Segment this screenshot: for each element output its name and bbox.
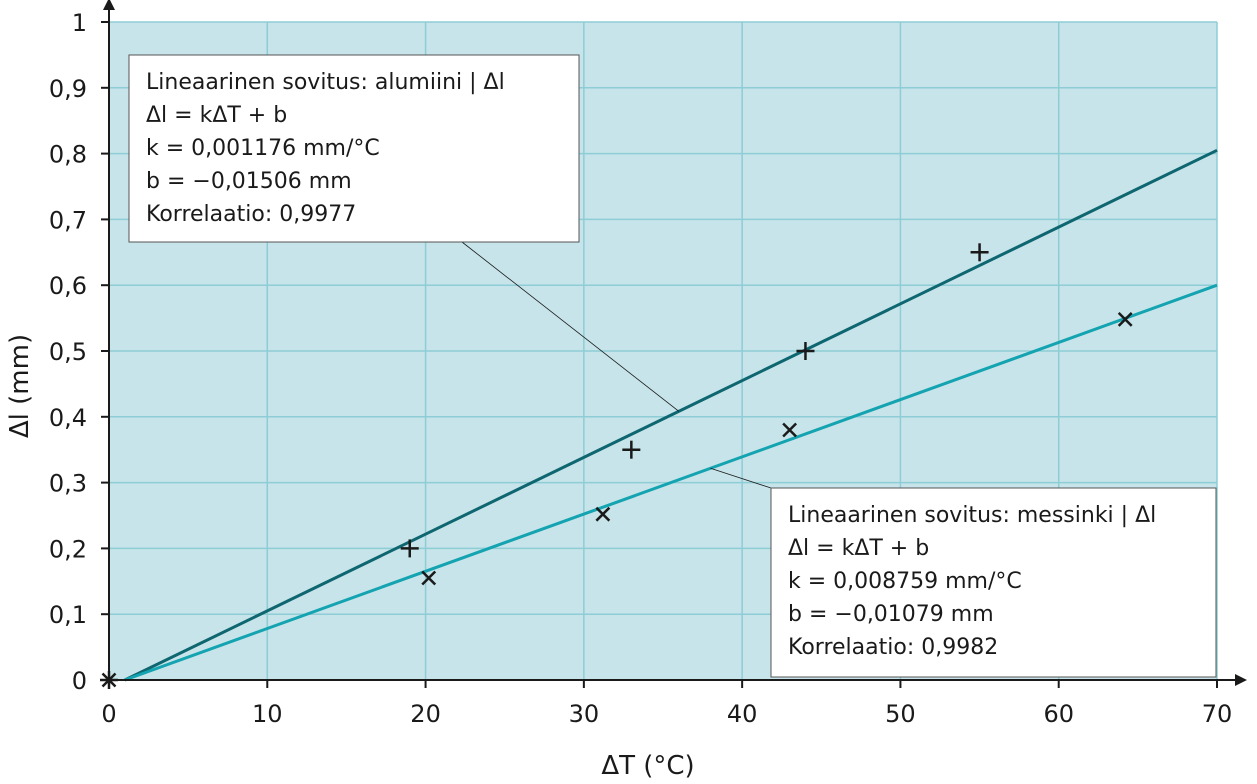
y-tick-label: 0,7 [49, 206, 87, 234]
data-point [595, 506, 611, 522]
x-tick-label: 50 [885, 700, 916, 728]
y-tick-label: 0 [72, 667, 87, 695]
annotation-line: Δl = kΔT + b [788, 536, 929, 561]
data-point [622, 440, 641, 459]
y-tick-label: 0,3 [49, 470, 87, 498]
tick-labels: 0 10 20 30 40 50 60 70 0 0,1 0,2 0,3 0,4 0,5 0,6 0,7 0,8… [49, 9, 1232, 728]
fit-line-0 [124, 148, 1218, 682]
leader-line-1 [710, 467, 772, 489]
fit-line-1 [124, 283, 1218, 682]
annotation-line: Lineaarinen sovitus: messinki | Δl [788, 503, 1156, 528]
x-tick-label: 40 [727, 700, 758, 728]
y-tick-label: 0,9 [49, 75, 87, 103]
y-tick-label: 1 [72, 9, 87, 37]
annotation-line: Korrelaatio: 0,9982 [788, 635, 998, 660]
data-point [421, 570, 437, 586]
x-axis-label: ΔT (°C) [601, 751, 694, 781]
y-tick-label: 0,8 [49, 141, 87, 169]
annotation-line: b = −0,01506 mm [146, 169, 352, 194]
y-tick-label: 0,2 [49, 535, 87, 563]
annotation-box-0: Lineaarinen sovitus: alumiini | Δl Δl = k… [128, 54, 580, 243]
annotation-leaders [461, 241, 772, 489]
annotation-line: Korrelaatio: 0,9977 [146, 202, 356, 227]
x-tick-label: 20 [410, 700, 441, 728]
fit-lines [124, 148, 1218, 682]
y-tick-label: 0,4 [49, 404, 87, 432]
data-point [400, 539, 419, 558]
y-axis-label: Δl (mm) [5, 334, 35, 438]
x-tick-label: 30 [569, 700, 600, 728]
x-tick-label: 70 [1202, 700, 1233, 728]
data-point [970, 243, 989, 262]
annotation-line: k = 0,008759 mm/°C [788, 569, 1022, 594]
annotation-line: b = −0,01079 mm [788, 602, 994, 627]
leader-line-0 [461, 241, 680, 412]
data-point [796, 342, 815, 360]
x-tick-label: 0 [101, 700, 116, 728]
annotation-line: Δl = kΔT + b [146, 103, 287, 128]
annotation-line: Lineaarinen sovitus: alumiini | Δl [146, 70, 505, 95]
annotation-box-1: Lineaarinen sovitus: messinki | Δl Δl = k… [770, 487, 1217, 678]
x-tick-label: 10 [252, 700, 283, 728]
x-tick-label: 60 [1043, 700, 1074, 728]
y-tick-label: 0,6 [49, 272, 87, 300]
axes [103, 0, 1247, 686]
annotation-line: k = 0,001176 mm/°C [146, 136, 380, 161]
y-tick-label: 0,1 [49, 601, 87, 629]
annotation-box-frame [128, 54, 580, 243]
annotation-box-frame [770, 487, 1217, 678]
annotations: Lineaarinen sovitus: alumiini | Δl Δl = k… [128, 54, 1217, 678]
y-tick-label: 0,5 [49, 338, 87, 366]
data-point [1117, 312, 1133, 327]
data-point [782, 422, 798, 438]
